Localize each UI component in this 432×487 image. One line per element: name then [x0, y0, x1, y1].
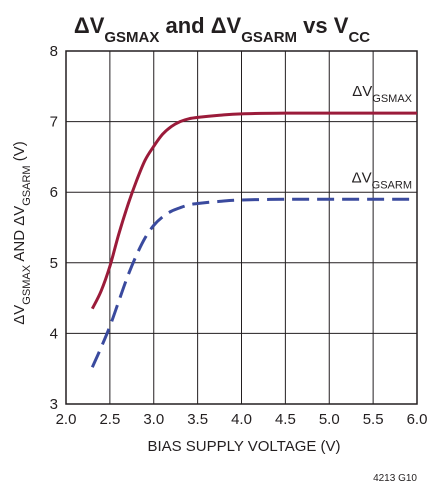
data-curves: [90, 111, 417, 368]
y-tick-label: 3: [50, 396, 58, 413]
x-tick-label: 5.0: [319, 411, 340, 428]
y-tick-label: 5: [50, 255, 58, 272]
chart-title: ΔVGSMAX and ΔVGSARM vs VCC: [74, 13, 370, 46]
series-line-dvgsarm: [90, 197, 417, 368]
x-tick-label: 2.5: [99, 411, 120, 428]
plot-frame: [65, 50, 418, 405]
x-tick-labels: 2.0 2.5 3.0 3.5 4.0 4.5 5.0 5.5 6.0: [56, 411, 428, 428]
y-axis-label: ΔVGSMAX AND ΔVGSARM (V): [11, 141, 33, 324]
y-tick-label: 8: [50, 43, 58, 60]
x-tick-label: 5.5: [363, 411, 384, 428]
x-tick-label: 2.0: [56, 411, 77, 428]
x-tick-label: 4.5: [275, 411, 296, 428]
curve-labels: ΔVGSMAX ΔVGSARM: [352, 83, 413, 191]
curve-label-dvgsarm: ΔVGSARM: [352, 169, 412, 191]
y-tick-label: 4: [50, 325, 58, 342]
x-tick-label: 4.0: [231, 411, 252, 428]
curve-label-dvgsmax: ΔVGSMAX: [352, 83, 412, 105]
series-line-dvgsmax: [90, 111, 417, 310]
x-tick-label: 3.5: [187, 411, 208, 428]
y-tick-label: 7: [50, 114, 58, 131]
x-tick-label: 6.0: [407, 411, 428, 428]
x-axis-label: BIAS SUPPLY VOLTAGE (V): [147, 438, 340, 455]
figure-id: 4213 G10: [373, 473, 417, 484]
grid-lines: [65, 50, 418, 405]
y-tick-labels: 3 4 5 6 7 8: [50, 43, 58, 413]
y-tick-label: 6: [50, 184, 58, 201]
x-tick-label: 3.0: [143, 411, 164, 428]
